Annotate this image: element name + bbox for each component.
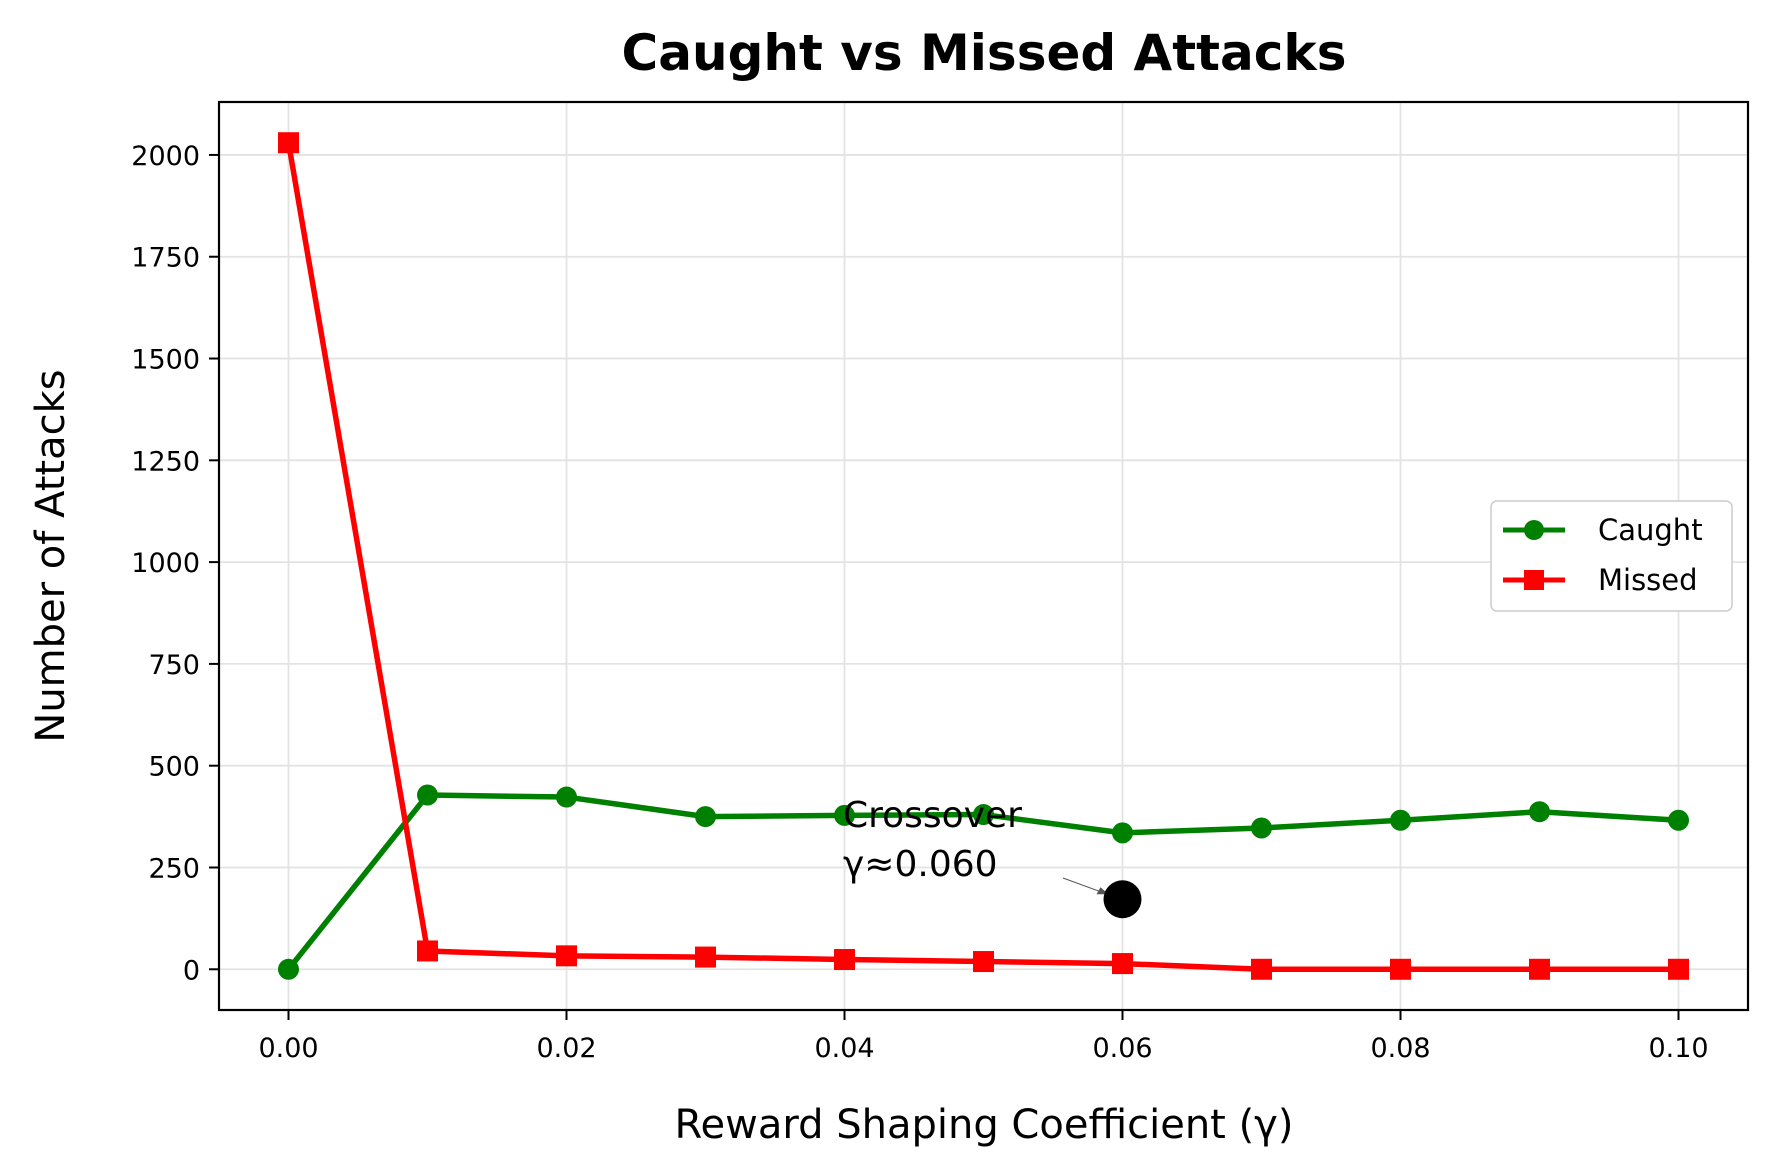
x-tick-label: 0.04 [814, 1033, 874, 1064]
data-point-caught [417, 784, 438, 806]
data-point-missed [1668, 958, 1689, 980]
data-point-caught [1390, 809, 1411, 831]
y-tick-label: 250 [148, 853, 200, 884]
data-point-missed [417, 940, 438, 962]
data-point-missed [1251, 958, 1272, 980]
y-tick-label: 1250 [131, 446, 200, 477]
x-tick-label: 0.00 [258, 1033, 318, 1064]
legend-caught-marker [1524, 520, 1544, 540]
data-point-caught [1112, 822, 1133, 844]
annotation-line2: γ≈0.060 [843, 844, 998, 885]
x-tick-label: 0.08 [1370, 1033, 1430, 1064]
y-tick-label: 1750 [131, 243, 200, 274]
x-axis-label: Reward Shaping Coefficient (γ) [675, 1102, 1294, 1148]
legend-missed-label: Missed [1598, 563, 1698, 597]
data-point-caught [695, 806, 716, 828]
data-point-missed [973, 951, 994, 973]
data-point-missed [834, 949, 855, 971]
data-point-missed [1390, 958, 1411, 980]
y-tick-label: 1500 [131, 345, 200, 376]
y-tick-label: 500 [148, 752, 200, 783]
y-tick-label: 0 [183, 955, 200, 986]
data-point-missed [278, 132, 299, 154]
data-point-caught [834, 804, 855, 826]
data-point-missed [556, 945, 577, 967]
legend-caught-label: Caught [1598, 513, 1703, 547]
data-point-missed [1112, 953, 1133, 975]
data-point-caught [1529, 801, 1550, 823]
data-point-missed [1529, 958, 1550, 980]
data-point-caught [278, 958, 299, 980]
ticks: 0.00 0.02 0.04 0.06 0.08 0.10 0 250 500 750 1000 12… [131, 141, 1708, 1064]
legend: Caught Missed [1490, 500, 1733, 612]
plot-frame [217, 100, 1750, 1012]
legend-missed-marker [1524, 570, 1544, 590]
data-point-missed [695, 946, 716, 968]
x-tick-label: 0.10 [1648, 1033, 1708, 1064]
y-axis-label: Number of Attacks [28, 369, 74, 742]
data-point-caught [1251, 817, 1272, 839]
crossover-point [1103, 880, 1142, 919]
x-tick-label: 0.06 [1092, 1033, 1152, 1064]
y-tick-label: 2000 [131, 141, 200, 172]
x-tick-label: 0.02 [536, 1033, 596, 1064]
y-tick-label: 750 [148, 650, 200, 681]
y-tick-label: 1000 [131, 548, 200, 579]
annotation-layer: Crossover γ≈0.060 [843, 795, 1142, 919]
data-point-caught [973, 804, 994, 826]
chart-title: Caught vs Missed Attacks [622, 24, 1347, 82]
annotation-line1: Crossover [843, 795, 1022, 836]
series-layer [278, 132, 1689, 980]
data-point-caught [1668, 809, 1689, 831]
data-point-caught [556, 786, 577, 808]
